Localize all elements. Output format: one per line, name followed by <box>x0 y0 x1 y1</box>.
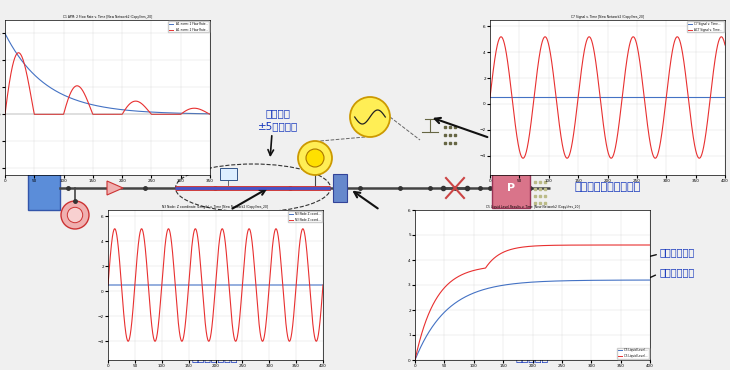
FancyBboxPatch shape <box>28 160 60 210</box>
Circle shape <box>61 201 89 229</box>
Text: P: P <box>507 183 515 193</box>
Circle shape <box>67 207 82 223</box>
FancyBboxPatch shape <box>220 168 237 179</box>
Legend: C7 Signal v. Time..., AC7 Signal v. Time...: C7 Signal v. Time..., AC7 Signal v. Time… <box>687 21 723 33</box>
Legend: A1-norm: 2 Flow Rate..., A1-norm: 2 Flow Rate...: A1-norm: 2 Flow Rate..., A1-norm: 2 Flow… <box>169 21 209 33</box>
Title: C5 Liquid Level Results v. Time [New Network2 (Copy)/res_20]: C5 Liquid Level Results v. Time [New Net… <box>485 205 580 209</box>
FancyBboxPatch shape <box>333 174 347 202</box>
Text: 姿勢制御なし: 姿勢制御なし <box>660 267 695 277</box>
Circle shape <box>298 141 332 175</box>
Circle shape <box>350 97 390 137</box>
Title: C1 APM: 2 Flow Rate v. Time [New Network2 (Copy)/res_20]: C1 APM: 2 Flow Rate v. Time [New Network… <box>63 15 152 19</box>
FancyBboxPatch shape <box>492 168 530 208</box>
Polygon shape <box>107 181 123 195</box>
Text: パイプの回転角度制御: パイプの回転角度制御 <box>575 182 641 192</box>
Title: C7 Signal v. Time [New Network2 (Copy)/res_20]: C7 Signal v. Time [New Network2 (Copy)/r… <box>571 15 644 19</box>
Circle shape <box>306 149 324 167</box>
Legend: N3 Node Z coord..., N3 Node Z coord...: N3 Node Z coord..., N3 Node Z coord... <box>288 211 322 222</box>
Text: 吐出流量: 吐出流量 <box>105 148 135 161</box>
Title: N3 Node: Z coordinate (Length) v. Time [New Network2 (Copy)/res_20]: N3 Node: Z coordinate (Length) v. Time [… <box>163 205 269 209</box>
Text: 船舶の上下振動: 船舶の上下振動 <box>192 353 238 363</box>
Text: タンク液位: タンク液位 <box>515 353 548 363</box>
Text: パイプは
±5度で振動: パイプは ±5度で振動 <box>258 108 298 132</box>
Legend: C5 Liquid Level..., C5 Liquid Level...: C5 Liquid Level..., C5 Liquid Level... <box>617 347 649 359</box>
Text: 姿勢制御あり: 姿勢制御あり <box>660 247 695 257</box>
